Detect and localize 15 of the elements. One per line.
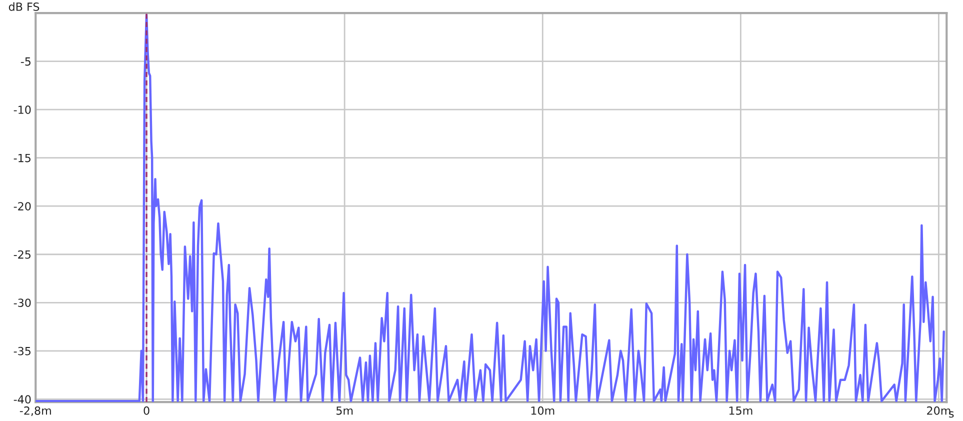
x-tick-label: 10m [531, 406, 554, 415]
x-tick-label: -2,8m [20, 406, 51, 416]
y-axis-title: dB FS [8, 2, 40, 11]
y-tick-label: -10 [14, 106, 31, 114]
y-tick-label: -35 [14, 346, 30, 356]
y-tick-label: -5 [20, 57, 30, 66]
y-tick-label: -15 [14, 154, 30, 162]
x-tick-label: 5m [336, 406, 353, 415]
x-tick-label: 20m [927, 406, 950, 415]
y-tick-label: -40 [14, 395, 31, 404]
x-tick-label: 0 [144, 406, 150, 415]
y-tick-label: -20 [14, 202, 31, 210]
y-tick-label: -25 [14, 250, 30, 259]
y-tick-label: -30 [14, 298, 31, 308]
x-tick-label: 15m [729, 406, 752, 415]
